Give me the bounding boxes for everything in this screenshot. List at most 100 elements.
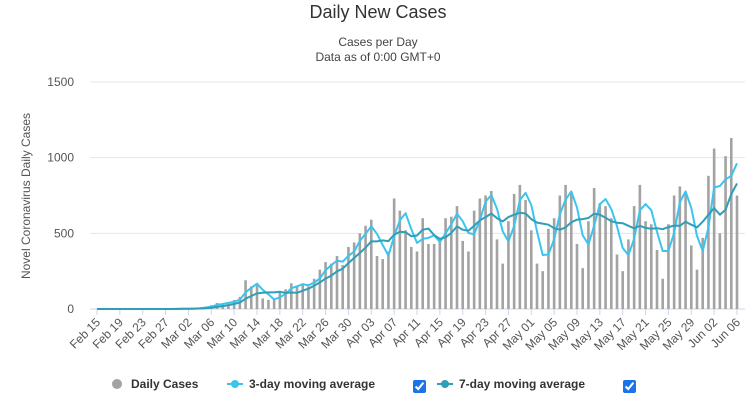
bar <box>472 210 476 309</box>
bar <box>581 268 585 309</box>
bar <box>552 218 556 309</box>
bar <box>604 206 607 309</box>
y-tick-label: 0 <box>67 302 74 316</box>
bar <box>438 237 442 309</box>
bar <box>301 283 305 309</box>
bar <box>707 175 710 309</box>
bar <box>558 195 562 309</box>
bar <box>547 228 550 309</box>
bar <box>449 216 453 309</box>
bar <box>684 192 687 309</box>
bar <box>661 278 665 309</box>
bar <box>392 198 396 309</box>
bar <box>689 245 693 309</box>
y-tick-label: 1000 <box>47 151 74 165</box>
legend-symbol <box>112 379 122 389</box>
bar <box>289 283 293 309</box>
bar <box>261 298 265 309</box>
chart-subtitle: Data as of 0:00 GMT+0 <box>315 50 440 64</box>
bar <box>518 184 522 309</box>
bar <box>381 259 385 309</box>
bar <box>272 299 276 309</box>
bar <box>541 271 545 309</box>
bar <box>695 269 699 309</box>
bar <box>335 256 339 309</box>
bar <box>415 251 419 309</box>
bar <box>598 203 602 309</box>
bar <box>718 233 722 309</box>
bar <box>564 184 567 309</box>
bar <box>421 218 425 309</box>
bar <box>712 148 716 309</box>
legend-checkbox[interactable] <box>623 380 636 393</box>
y-tick-label: 500 <box>54 226 74 240</box>
bar <box>249 286 253 309</box>
bar <box>592 187 596 309</box>
bar <box>507 221 510 309</box>
bar <box>632 206 636 309</box>
bar <box>427 243 430 309</box>
bar <box>267 299 270 309</box>
bar <box>255 284 259 309</box>
y-axis-label: Novel Coronavirus Daily Cases <box>19 113 33 279</box>
bar <box>655 249 659 309</box>
bar <box>444 218 447 309</box>
bar <box>398 210 402 309</box>
bar <box>729 137 733 309</box>
bar <box>318 269 322 309</box>
chart-title: Daily New Cases <box>309 2 446 22</box>
bar <box>478 198 482 309</box>
bar <box>352 242 356 309</box>
bar <box>375 256 379 309</box>
bar <box>535 263 539 309</box>
chart-subtitle: Cases per Day <box>338 35 417 49</box>
bar <box>667 224 670 309</box>
bar <box>638 184 642 309</box>
bar <box>495 239 499 309</box>
legend-label: 7-day moving average <box>459 377 585 391</box>
bar <box>329 263 333 309</box>
bar <box>404 230 407 309</box>
bar <box>358 233 362 309</box>
bar <box>512 193 516 309</box>
bar <box>312 278 316 309</box>
bar <box>735 195 739 309</box>
bar <box>324 262 327 309</box>
bar <box>569 193 573 309</box>
bar <box>484 195 487 309</box>
bar <box>364 225 367 309</box>
bar <box>432 243 436 309</box>
bar <box>409 246 413 309</box>
bar <box>621 271 625 309</box>
bar <box>678 186 682 309</box>
bar <box>627 239 630 309</box>
bar <box>587 221 590 309</box>
legend-symbol <box>441 380 449 388</box>
legend-label: Daily Cases <box>131 377 199 391</box>
bar <box>649 224 653 309</box>
bar <box>284 289 287 309</box>
bar <box>609 218 613 309</box>
bar <box>467 251 470 309</box>
bar <box>369 219 373 309</box>
legend-checkbox[interactable] <box>413 380 426 393</box>
bar <box>461 240 465 309</box>
bar <box>278 292 282 309</box>
legend-symbol <box>231 380 239 388</box>
bar <box>341 265 345 309</box>
legend-label: 3-day moving average <box>249 377 375 391</box>
bar <box>644 221 647 309</box>
bar <box>672 195 676 309</box>
bar <box>575 243 579 309</box>
bar <box>244 280 247 309</box>
bar <box>489 190 493 309</box>
bar <box>347 246 350 309</box>
bar <box>295 286 299 309</box>
bar <box>501 263 505 309</box>
bar <box>307 286 310 309</box>
bar <box>701 237 705 309</box>
bar <box>724 156 727 309</box>
bar <box>387 251 390 309</box>
